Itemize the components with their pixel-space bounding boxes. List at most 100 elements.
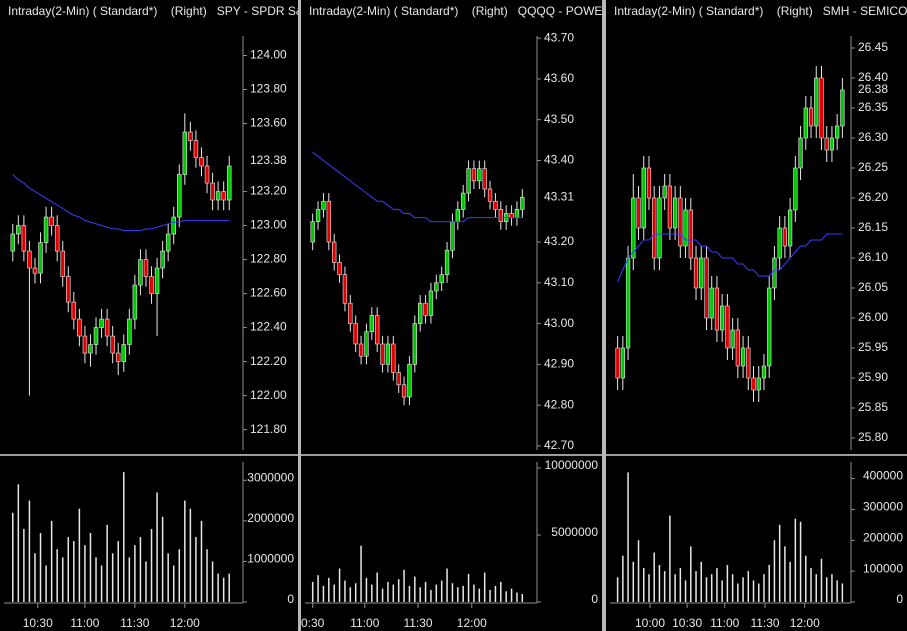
chart-panel: Intraday(2-Min) ( Standard*) (Right) SMH… — [606, 4, 907, 630]
candle-body — [121, 344, 127, 362]
panel-separator — [602, 0, 606, 631]
candle-body — [735, 329, 740, 367]
candle-body — [662, 185, 667, 199]
candle-body — [138, 259, 143, 286]
candle-body — [177, 174, 182, 218]
last-price-label: 123.38 — [250, 153, 287, 167]
y-tick-label: 123.00 — [250, 218, 287, 232]
candle-body — [326, 200, 331, 243]
candle-body — [16, 225, 21, 235]
last-price-box — [856, 83, 896, 97]
y-tick-label: 122.60 — [250, 286, 287, 300]
candle-body — [514, 209, 520, 218]
candle-body — [385, 343, 391, 365]
candle-body — [353, 323, 358, 345]
candle-body — [132, 284, 138, 320]
y-tick-label: 26.35 — [858, 100, 888, 114]
y-tick-label: 43.10 — [544, 275, 574, 289]
candle-body — [71, 301, 77, 320]
candle-body — [21, 225, 27, 252]
candle-body — [498, 209, 503, 222]
candle-body — [221, 191, 226, 201]
x-tick-label: 11:00 — [350, 616, 379, 630]
y-tick-label: 26.20 — [858, 190, 888, 204]
volume-tick-label: 3000000 — [247, 470, 294, 484]
candle-body — [401, 384, 407, 398]
candle-body — [720, 305, 725, 331]
y-tick-label: 25.95 — [858, 340, 888, 354]
y-tick-label: 43.20 — [544, 234, 574, 248]
candle-body — [434, 282, 439, 292]
candle-body — [625, 257, 631, 349]
candle-body — [407, 364, 412, 398]
candle-body — [641, 167, 646, 229]
chart-panel: Intraday(2-Min) ( Standard*) (Right) QQQ… — [301, 4, 602, 630]
volume-tick-label: 200000 — [863, 530, 903, 544]
candle-body — [487, 188, 493, 202]
candle-body — [43, 216, 49, 243]
candle-body — [746, 347, 751, 379]
x-tick-label: 10:00 — [635, 616, 665, 630]
candle-body — [740, 347, 746, 367]
candle-body — [127, 318, 132, 345]
candle-body — [93, 327, 99, 345]
candle-body — [38, 242, 43, 274]
y-tick-label: 43.60 — [544, 71, 574, 85]
candle-body — [657, 197, 662, 259]
candle-body — [667, 185, 673, 229]
y-tick-label: 124.00 — [250, 48, 287, 62]
candle-body — [835, 125, 840, 139]
candle-body — [450, 221, 455, 251]
y-tick-label: 26.00 — [858, 310, 888, 324]
candle-body — [814, 77, 819, 127]
candle-body — [466, 168, 471, 194]
y-tick-label: 123.60 — [250, 116, 287, 130]
candle-body — [793, 167, 798, 211]
candle-body — [60, 250, 65, 277]
candle-body — [751, 377, 756, 391]
y-tick-label: 25.90 — [858, 370, 888, 384]
candle-body — [652, 197, 657, 259]
candle-body — [756, 377, 761, 391]
x-tick-label: 12:00 — [170, 616, 200, 630]
candle-body — [477, 168, 482, 182]
candle-body — [704, 257, 709, 319]
x-tick-label: 11:30 — [750, 616, 779, 630]
volume-tick-label: 1000000 — [247, 552, 294, 566]
candle-body — [332, 241, 337, 263]
y-tick-label: 42.70 — [544, 438, 574, 452]
candle-body — [688, 209, 693, 259]
y-tick-label: 26.05 — [858, 280, 888, 294]
candle-body — [342, 274, 348, 304]
candle-body — [149, 276, 154, 294]
candle-body — [782, 227, 788, 247]
candle-body — [337, 262, 342, 275]
candle-body — [520, 196, 525, 210]
candle-body — [321, 200, 326, 210]
candle-body — [683, 209, 688, 247]
candle-body — [364, 331, 369, 357]
volume-tick-label: 400000 — [863, 469, 903, 483]
candle-body — [444, 249, 450, 275]
candle-body — [99, 318, 104, 328]
candle-body — [824, 137, 829, 151]
candle-body — [636, 197, 641, 229]
candle-body — [709, 287, 714, 319]
last-price-label: 26.38 — [858, 82, 888, 96]
moving-average — [617, 233, 843, 283]
y-tick-label: 123.80 — [250, 82, 287, 96]
candle-body — [160, 250, 165, 269]
candle-body — [808, 107, 814, 127]
candle-body — [110, 335, 115, 354]
y-tick-label: 42.80 — [544, 397, 574, 411]
candle-body — [798, 137, 803, 169]
candle-body — [27, 250, 32, 269]
candle-body — [678, 197, 683, 247]
x-tick-label: 10:30 — [672, 616, 702, 630]
y-tick-label: 42.90 — [544, 357, 574, 371]
x-tick-label: 11:00 — [70, 616, 99, 630]
y-tick-label: 26.40 — [858, 70, 888, 84]
y-tick-label: 43.50 — [544, 112, 574, 126]
candle-body — [66, 276, 71, 303]
